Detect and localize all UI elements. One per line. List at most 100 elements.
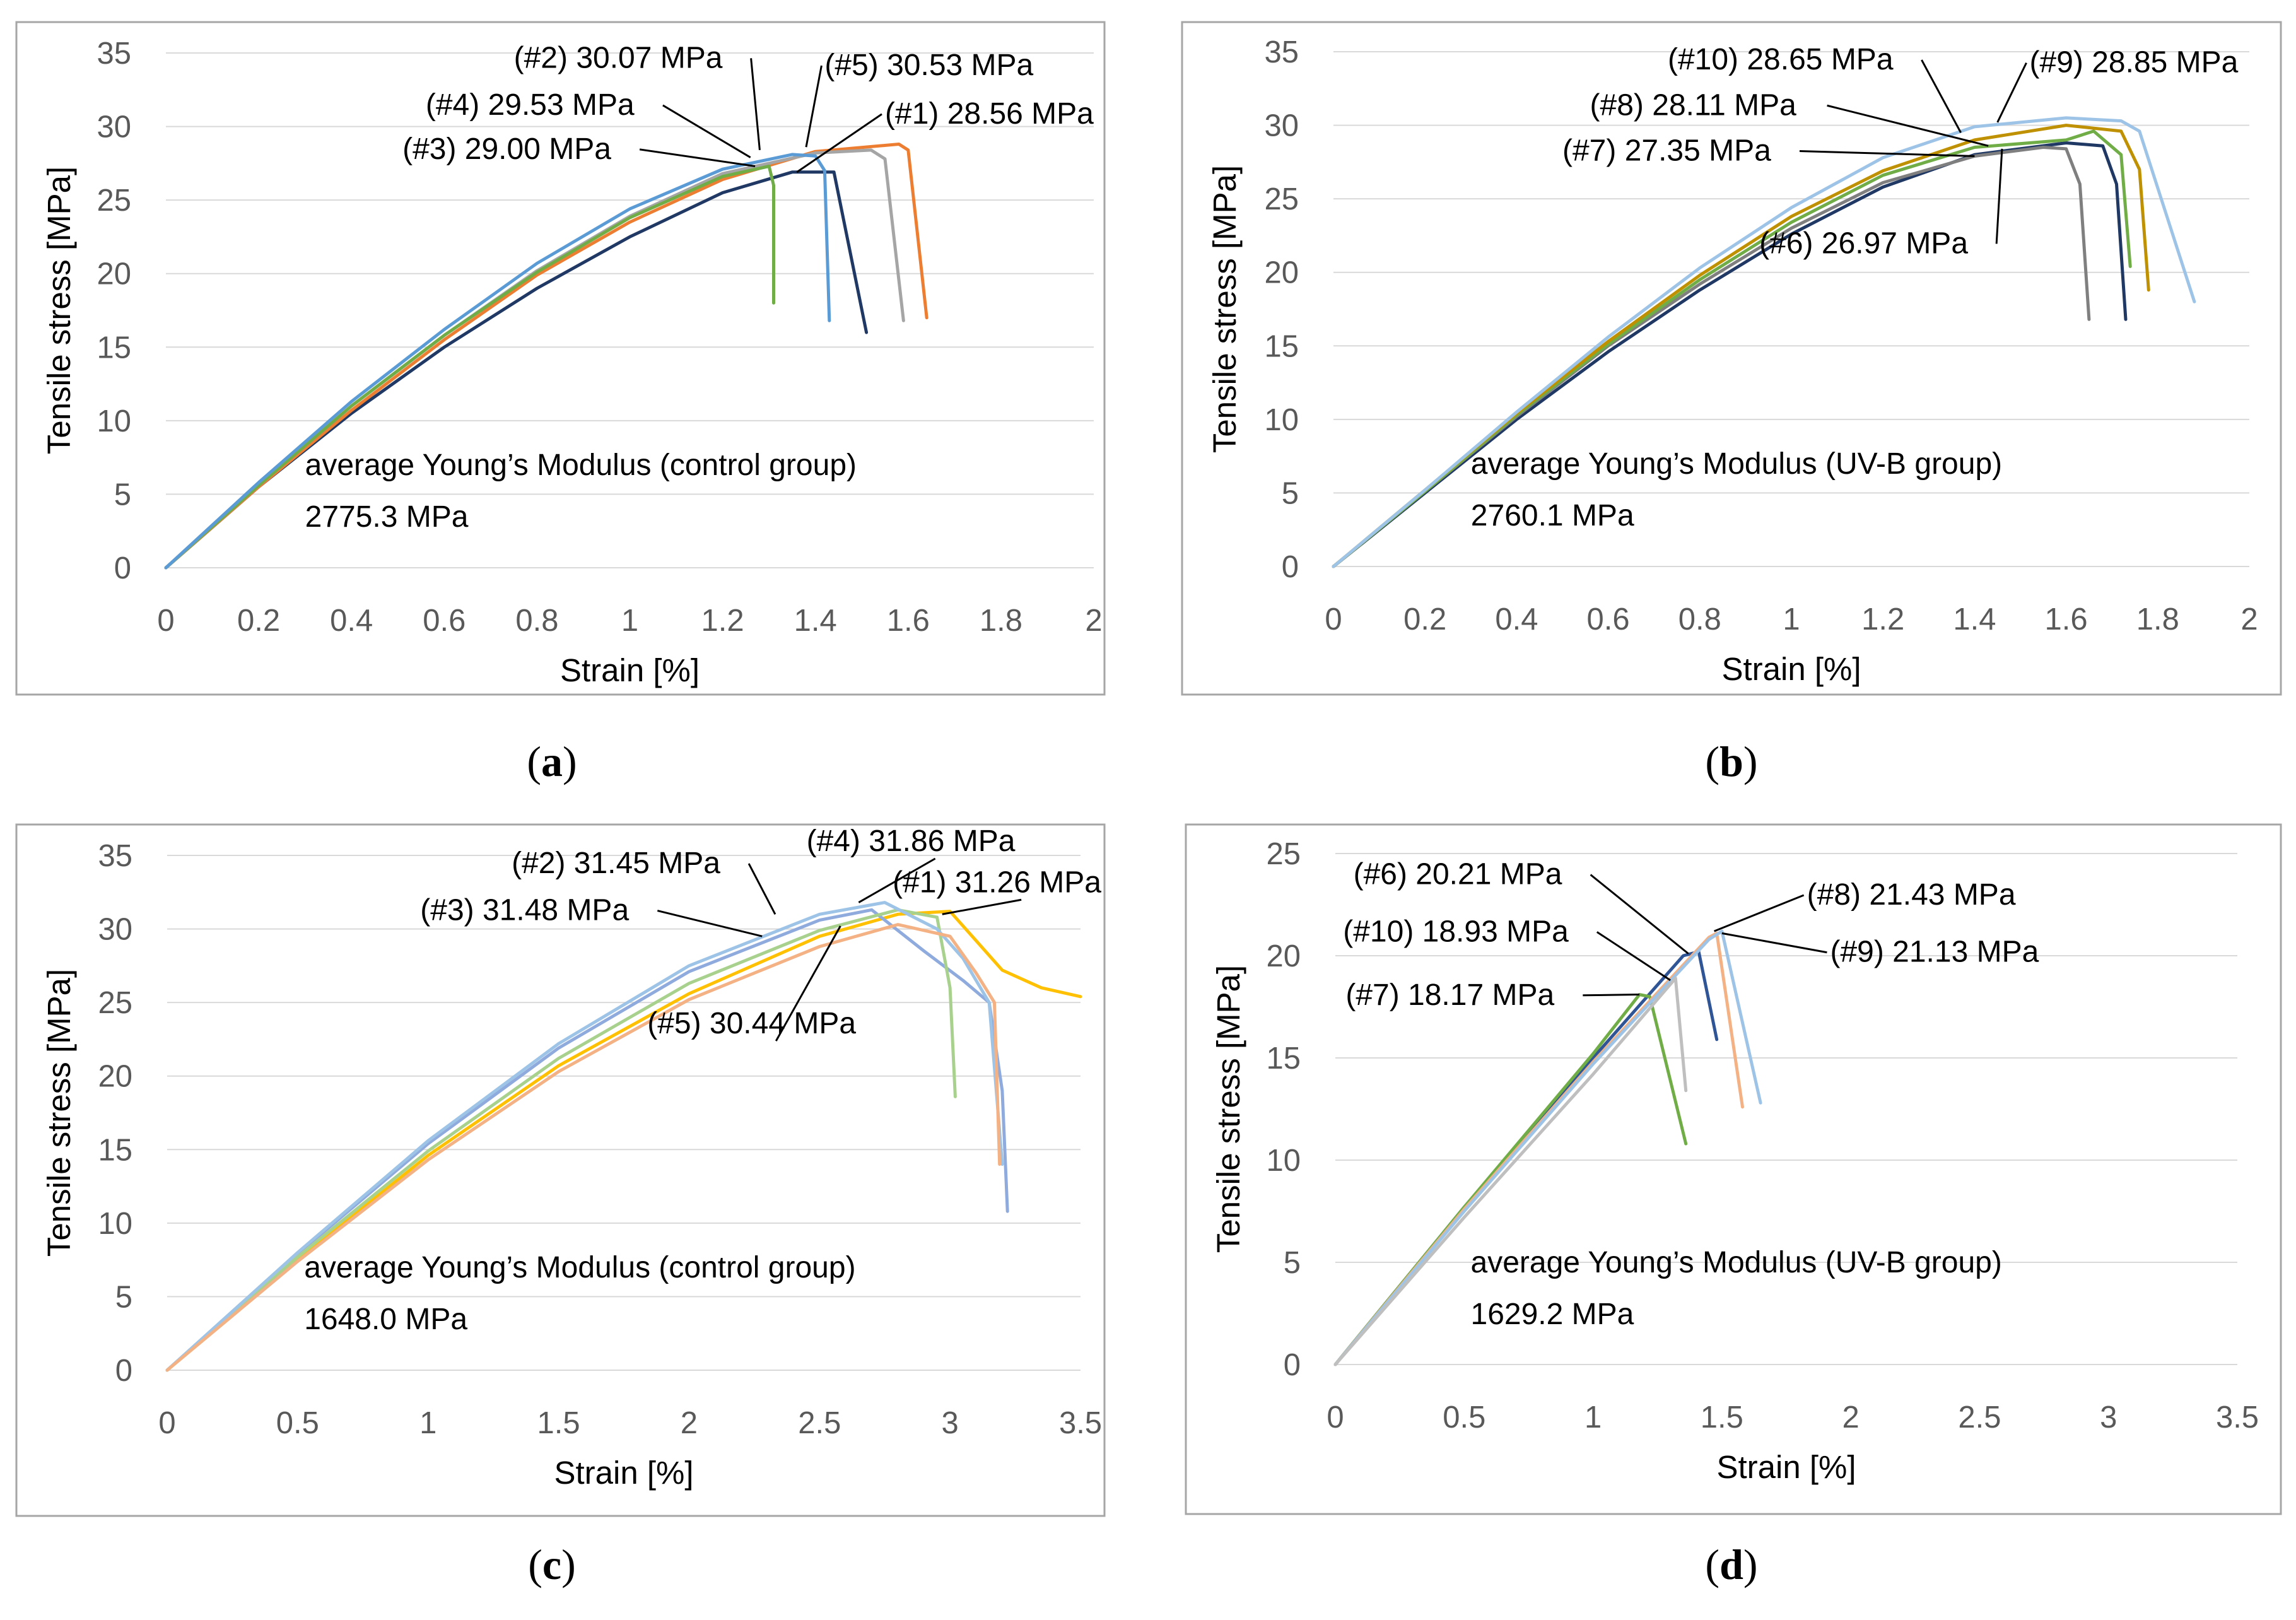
chart-4-ytick-label: 5 — [1284, 1246, 1301, 1280]
chart-1-peak-label: (#2) 30.07 MPa — [514, 41, 723, 74]
chart-3-ytick-label: 10 — [98, 1207, 132, 1241]
chart-2-peak-label: (#7) 27.35 MPa — [1562, 134, 1771, 168]
chart-2-xtick-label: 0.8 — [1678, 602, 1721, 637]
chart-3-ytick-label: 25 — [98, 986, 132, 1020]
chart-3-series-4 — [165, 901, 1004, 1372]
chart-3-y-axis-title: Tensile stress [MPa] — [41, 969, 77, 1257]
chart-1-xtick-label: 1.2 — [701, 604, 744, 638]
chart-1-leader-line — [796, 113, 882, 173]
chart-3-xtick-label: 1.5 — [537, 1406, 580, 1440]
chart-2-panel-label: (b) — [1705, 737, 1757, 785]
chart-1-xtick-label: 1.8 — [980, 604, 1022, 638]
chart-4-leader-line — [1714, 894, 1805, 932]
chart-1-y-axis-title: Tensile stress [MPa] — [41, 167, 77, 454]
chart-3-xtick-label: 1 — [419, 1406, 436, 1440]
chart-2-peak-label: (#9) 28.85 MPa — [2030, 46, 2239, 79]
chart-3-xtick-label: 2 — [681, 1406, 698, 1440]
chart-4-series-9 — [1333, 929, 1762, 1366]
chart-2-leader-line — [1996, 62, 2027, 123]
chart-4-ytick-label: 20 — [1266, 939, 1301, 973]
chart-3-x-axis-title: Strain [%] — [554, 1455, 693, 1491]
chart-1-ytick-label: 15 — [97, 331, 131, 365]
chart-3-leader-line — [657, 910, 763, 937]
chart-2-ytick-label: 20 — [1264, 256, 1299, 290]
chart-2-peak-label: (#8) 28.11 MPa — [1590, 88, 1797, 122]
chart-3-modulus-note: average Young’s Modulus (control group) — [304, 1251, 855, 1284]
chart-2-ytick-label: 30 — [1264, 109, 1299, 143]
chart-1-x-axis-title: Strain [%] — [560, 652, 700, 688]
chart-3-xtick-label: 2.5 — [798, 1406, 841, 1440]
chart-3-xtick-label: 3.5 — [1059, 1406, 1102, 1440]
chart-1-leader-line — [662, 104, 751, 158]
chart-1-panel-label: (a) — [527, 737, 577, 785]
chart-1-series-4 — [164, 165, 775, 570]
chart-2-frame — [1181, 21, 2282, 696]
chart-3-ytick-label: 15 — [98, 1133, 132, 1167]
chart-4-peak-label: (#7) 18.17 MPa — [1345, 978, 1554, 1012]
chart-1-ytick-label: 20 — [97, 257, 131, 291]
chart-4-frame — [1185, 823, 2282, 1515]
chart-4-xtick-label: 0.5 — [1443, 1400, 1485, 1435]
chart-1: 0 5 10 15 20 25 30 35 0 0.2 0.4 0.6 0.8 1 1.2 1.4 1.6 1.8… — [15, 21, 1106, 696]
chart-4-ytick-label: 25 — [1266, 837, 1301, 871]
chart-1-peak-label: (#3) 29.00 MPa — [402, 132, 611, 166]
chart-2-ytick-label: 15 — [1264, 329, 1299, 363]
chart-2-series-6 — [1332, 141, 2128, 568]
chart-1-xtick-label: 0.4 — [330, 604, 373, 638]
chart-1-modulus-note: average Young’s Modulus (control group) — [305, 449, 857, 482]
chart-1-ytick-label: 30 — [97, 110, 131, 144]
chart-2-xtick-label: 1.8 — [2136, 602, 2179, 637]
chart-3-ytick-label: 0 — [115, 1354, 132, 1388]
chart-3-panel-label: (c) — [528, 1541, 576, 1588]
chart-4-series-10 — [1333, 977, 1688, 1366]
chart-1-xtick-label: 1.4 — [794, 604, 837, 638]
chart-4-leader-line — [1590, 874, 1689, 954]
chart-2-leader-line — [1995, 148, 2003, 244]
chart-4-xtick-label: 3 — [2100, 1400, 2117, 1435]
chart-4-modulus-note: average Young’s Modulus (UV-B group) — [1471, 1246, 2002, 1279]
chart-1-series-2 — [164, 143, 928, 570]
chart-2-x-axis-title: Strain [%] — [1721, 651, 1861, 687]
chart-3-leader-line — [775, 925, 841, 1042]
chart-1-ytick-label: 0 — [114, 551, 131, 585]
chart-2-ytick-label: 25 — [1264, 182, 1299, 216]
chart-3-leader-line — [942, 898, 1022, 915]
chart-4: 0 5 10 15 20 25 0 0.5 1 1.5 2 2.5 3 3.5 Strain [%] Tens… — [1185, 823, 2282, 1515]
chart-2: 0 5 10 15 20 25 30 35 0 0.2 0.4 0.6 0.8 1 1.2 1.4 1.6 1.8… — [1181, 21, 2282, 696]
chart-3-leader-line — [747, 863, 776, 915]
chart-1-frame — [15, 21, 1106, 696]
chart-3-xtick-label: 0.5 — [276, 1406, 319, 1440]
chart-3-xtick-label: 0 — [158, 1406, 175, 1440]
chart-1-xtick-label: 0.8 — [515, 604, 558, 638]
chart-2-ytick-label: 0 — [1282, 550, 1299, 584]
chart-2-peak-label: (#6) 26.97 MPa — [1759, 226, 1968, 260]
chart-3-series-1 — [165, 910, 1082, 1372]
chart-1-xtick-label: 0.6 — [423, 604, 466, 638]
chart-3-ytick-label: 30 — [98, 913, 132, 947]
chart-2-y-axis-title: Tensile stress [MPa] — [1207, 165, 1243, 453]
chart-3-ytick-label: 20 — [98, 1060, 132, 1094]
chart-2-xtick-label: 0.2 — [1403, 602, 1446, 637]
chart-1-ytick-label: 25 — [97, 184, 131, 218]
chart-2-modulus-value: 2760.1 MPa — [1471, 499, 1634, 532]
chart-2-xtick-label: 0.4 — [1495, 602, 1538, 637]
chart-4-xtick-label: 1 — [1584, 1400, 1602, 1435]
chart-4-xtick-label: 0 — [1327, 1400, 1344, 1435]
chart-4-peak-label: (#10) 18.93 MPa — [1343, 915, 1569, 948]
chart-3-series-5 — [165, 923, 1002, 1372]
chart-4-ytick-label: 0 — [1284, 1348, 1301, 1382]
chart-1-ytick-label: 35 — [97, 37, 131, 71]
chart-3-peak-label: (#5) 30.44 MPa — [647, 1007, 856, 1040]
chart-1-xtick-label: 0.2 — [237, 604, 280, 638]
chart-1-xtick-label: 2 — [1085, 604, 1102, 638]
chart-1-leader-line — [639, 148, 756, 168]
chart-3-frame — [15, 823, 1106, 1517]
chart-2-leader-line — [1921, 59, 1962, 133]
chart-1-ytick-label: 10 — [97, 404, 131, 438]
chart-4-xtick-label: 2.5 — [1958, 1400, 2001, 1435]
chart-1-xtick-label: 0 — [157, 604, 174, 638]
chart-4-xtick-label: 3.5 — [2216, 1400, 2259, 1435]
chart-2-series-10 — [1332, 116, 2196, 568]
chart-2-ytick-label: 10 — [1264, 403, 1299, 437]
chart-2-xtick-label: 1.6 — [2045, 602, 2088, 637]
